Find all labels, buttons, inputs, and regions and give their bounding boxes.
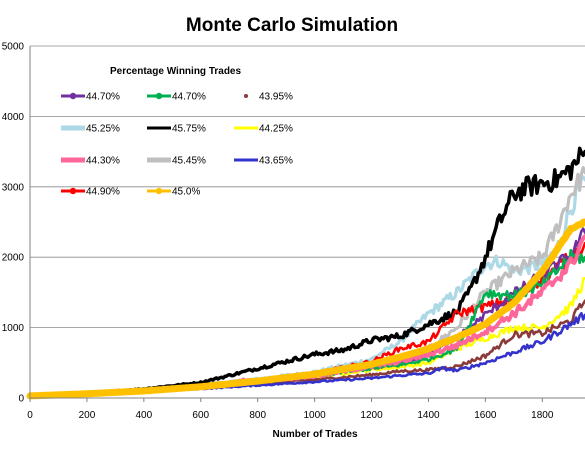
axes: 0 1000 2000 3000 4000 5000 0 200 400 600 800 1000 12… (2, 42, 585, 421)
legend-marker (155, 187, 163, 195)
legend-item: 43.95% (244, 92, 293, 103)
legend-item: 45.45% (147, 156, 206, 167)
y-tick-label: 5000 (2, 42, 25, 53)
x-tick-label: 200 (79, 410, 96, 421)
legend-item: 44.90% (61, 187, 120, 198)
x-tick-label: 1800 (531, 410, 554, 421)
y-tick-label: 0 (18, 394, 24, 405)
x-tick-label: 1600 (474, 410, 497, 421)
x-tick-label: 1000 (303, 410, 326, 421)
legend-item: 45.75% (147, 124, 206, 135)
x-tick-label: 400 (136, 410, 153, 421)
legend-item: 44.70% (61, 92, 120, 103)
legend-label: 44.70% (86, 92, 120, 103)
legend-marker (69, 187, 77, 195)
x-tick-label: 1200 (360, 410, 383, 421)
x-tick-label: 1400 (417, 410, 440, 421)
legend-label: 44.90% (86, 187, 120, 198)
legend-label: 45.0% (172, 187, 200, 198)
series-line (26, 218, 585, 400)
legend: Percentage Winning Trades 44.70% 44.70% 43.… (61, 66, 293, 198)
legend-marker (244, 94, 248, 98)
y-tick-label: 3000 (2, 182, 25, 193)
legend-marker (69, 92, 77, 100)
legend-item: 43.65% (234, 156, 293, 167)
legend-label: 44.30% (86, 156, 120, 167)
legend-item: 44.25% (234, 124, 293, 135)
legend-label: 43.65% (259, 156, 293, 167)
legend-item: 45.25% (61, 124, 120, 135)
legend-item: 44.30% (61, 156, 120, 167)
legend-label: 45.25% (86, 124, 120, 135)
x-tick-label: 800 (249, 410, 266, 421)
x-tick-label: 0 (27, 410, 33, 421)
x-tick-label: 600 (192, 410, 209, 421)
y-tick-label: 4000 (2, 112, 25, 123)
legend-label: 44.70% (172, 92, 206, 103)
legend-label: 45.45% (172, 156, 206, 167)
legend-marker (155, 92, 163, 100)
legend-label: 45.75% (172, 124, 206, 135)
legend-label: 44.25% (259, 124, 293, 135)
legend-item: 44.70% (147, 92, 206, 103)
y-tick-label: 2000 (2, 253, 25, 264)
legend-title: Percentage Winning Trades (110, 66, 241, 77)
y-tick-label: 1000 (2, 323, 25, 334)
legend-item: 45.0% (147, 187, 200, 198)
series-lines (26, 146, 585, 400)
chart-title: Monte Carlo Simulation (186, 15, 398, 36)
x-axis-label: Number of Trades (272, 429, 357, 440)
legend-label: 43.95% (259, 92, 293, 103)
